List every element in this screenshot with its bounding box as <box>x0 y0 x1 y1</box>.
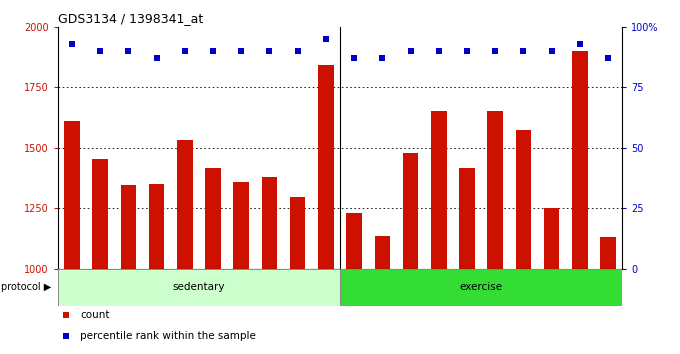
Point <box>377 55 388 61</box>
Bar <box>318 65 334 269</box>
Point <box>433 48 444 53</box>
Bar <box>431 112 447 269</box>
Point <box>264 48 275 53</box>
Bar <box>177 141 192 269</box>
Point <box>151 55 162 61</box>
Text: GDS3134 / 1398341_at: GDS3134 / 1398341_at <box>58 12 203 25</box>
Point <box>320 36 331 41</box>
Bar <box>572 51 588 269</box>
Point <box>292 48 303 53</box>
Bar <box>58 269 340 306</box>
Point <box>95 48 105 53</box>
Point <box>236 48 247 53</box>
Point <box>67 41 78 46</box>
Point <box>462 48 473 53</box>
Point <box>575 41 585 46</box>
Bar <box>233 182 249 269</box>
Bar <box>120 185 136 269</box>
Bar <box>375 236 390 269</box>
Point <box>207 48 218 53</box>
Point <box>405 48 416 53</box>
Point <box>180 48 190 53</box>
Text: sedentary: sedentary <box>173 282 225 292</box>
Bar <box>92 159 108 269</box>
Bar <box>544 208 560 269</box>
Point <box>602 55 613 61</box>
Bar <box>600 237 616 269</box>
Text: protocol ▶: protocol ▶ <box>1 282 51 292</box>
Bar <box>346 213 362 269</box>
Text: count: count <box>80 310 110 320</box>
Point <box>123 48 134 53</box>
Bar <box>515 130 531 269</box>
Point <box>349 55 360 61</box>
Bar <box>205 168 221 269</box>
Bar <box>149 184 165 269</box>
Bar <box>488 112 503 269</box>
Point <box>61 333 71 339</box>
Point <box>61 313 71 318</box>
Text: exercise: exercise <box>460 282 503 292</box>
Bar <box>459 168 475 269</box>
Bar <box>403 153 418 269</box>
Bar <box>290 198 305 269</box>
Point <box>490 48 500 53</box>
Bar <box>340 269 622 306</box>
Bar <box>64 121 80 269</box>
Point <box>546 48 557 53</box>
Point <box>518 48 529 53</box>
Text: percentile rank within the sample: percentile rank within the sample <box>80 331 256 341</box>
Bar <box>262 177 277 269</box>
